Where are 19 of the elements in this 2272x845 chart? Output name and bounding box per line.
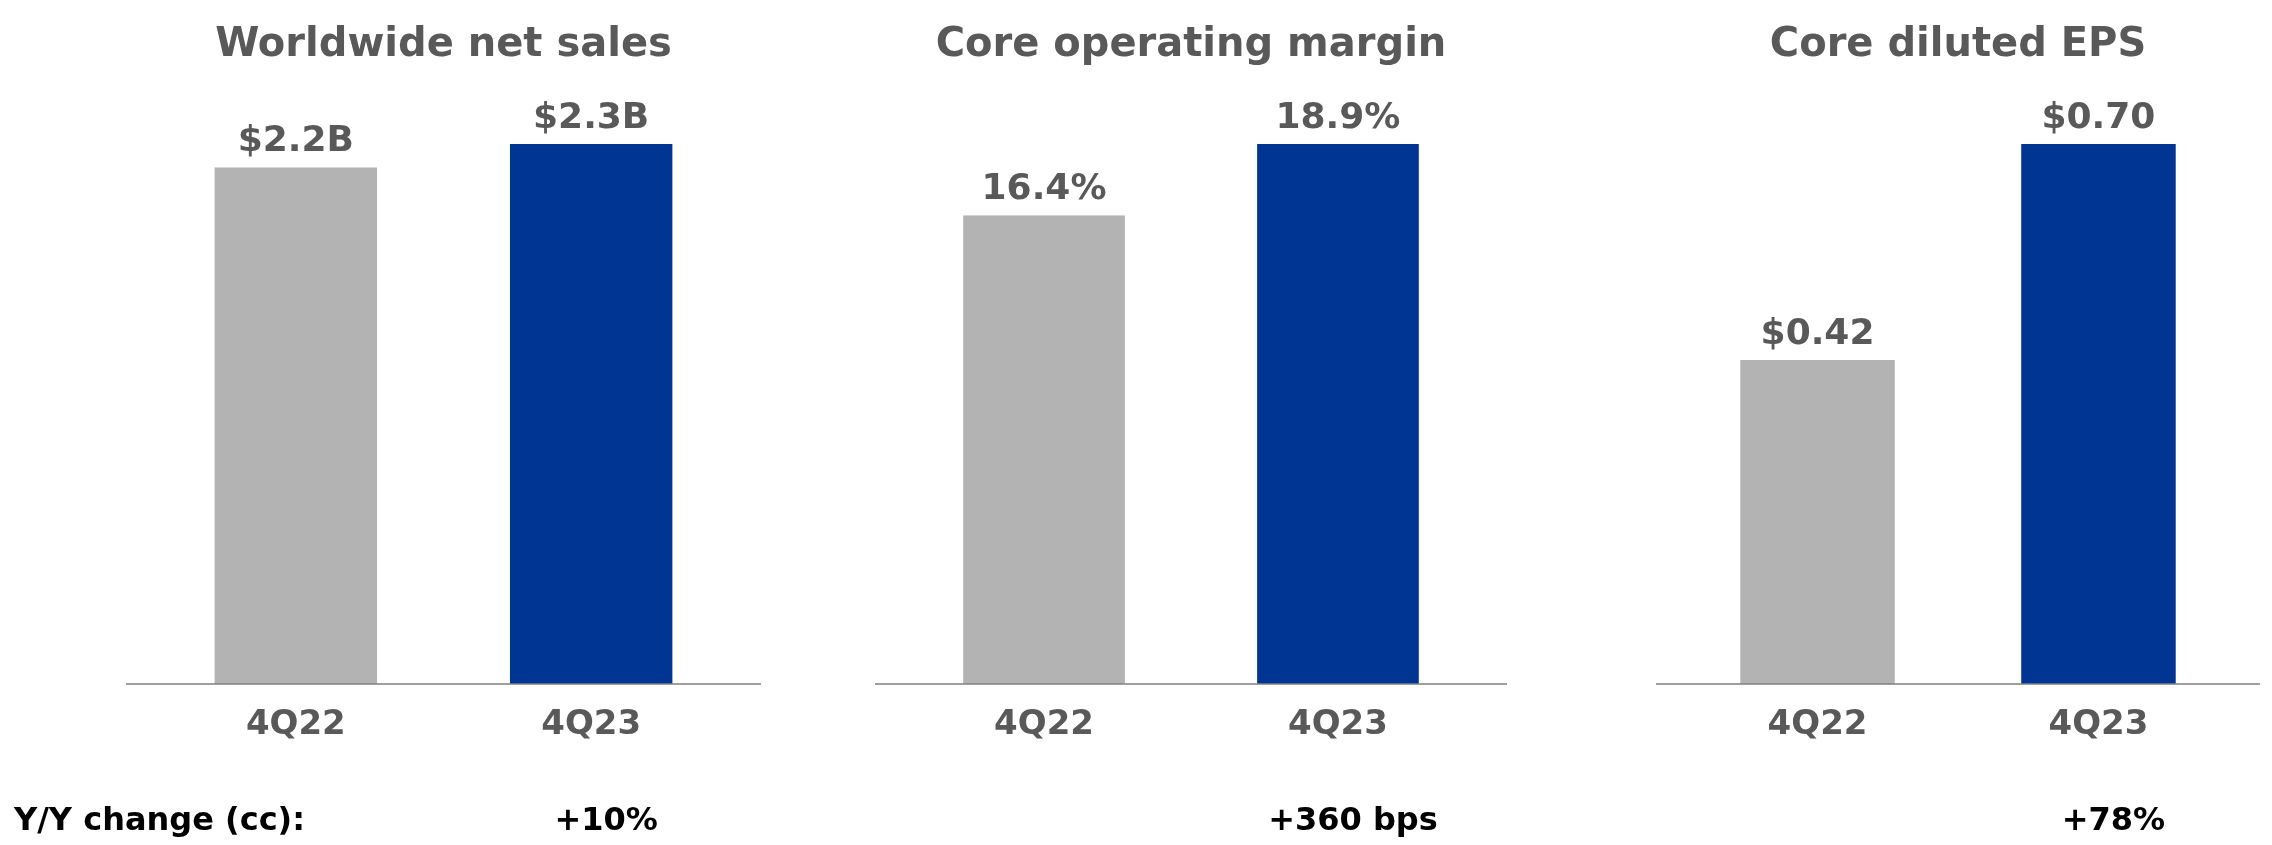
text: +78% <box>2061 800 2166 838</box>
x-tick-label: 4Q22 <box>994 702 1094 742</box>
data-label: 18.9% <box>1275 95 1401 136</box>
text: Y/Y change (cc): <box>13 800 306 838</box>
x-tick-label: 4Q23 <box>2048 702 2149 742</box>
text: +10% <box>554 800 658 838</box>
chart-title: Core diluted EPS <box>1769 19 2147 65</box>
chart-title: Core operating margin <box>935 19 1447 65</box>
x-tick-label: 4Q22 <box>245 702 346 742</box>
text: +360 bps <box>1268 800 1438 838</box>
x-tick-label: 4Q23 <box>1288 702 1388 742</box>
x-tick-label: 4Q22 <box>1767 702 1868 742</box>
data-label: $0.70 <box>2041 95 2156 136</box>
data-label: $2.3B <box>533 95 650 136</box>
x-tick-label: 4Q23 <box>541 702 642 742</box>
data-label: 16.4% <box>981 166 1107 208</box>
chart-title: Worldwide net sales <box>215 19 672 65</box>
data-label: $0.42 <box>1760 311 1875 352</box>
data-label: $2.2B <box>237 118 354 160</box>
